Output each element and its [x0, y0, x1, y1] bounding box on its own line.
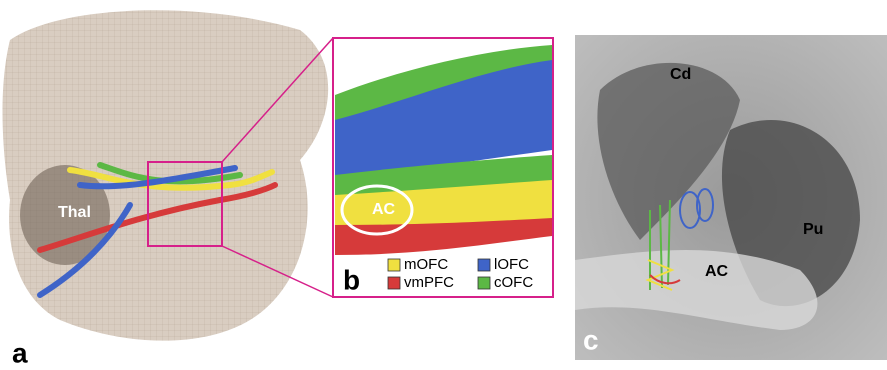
panel-label: b: [343, 264, 360, 295]
annotation: Thal: [58, 204, 91, 221]
annotation: AC: [705, 263, 729, 280]
annotation: Pu: [803, 221, 823, 238]
panel-label: c: [583, 324, 599, 355]
panel-a: Thal a: [3, 10, 334, 368]
panel-label: a: [12, 337, 28, 368]
legend-label: vmPFC: [404, 274, 454, 291]
legend-swatch: [478, 259, 490, 271]
legend-label: lOFC: [494, 256, 529, 273]
legend-label: mOFC: [404, 256, 448, 273]
legend-swatch: [388, 259, 400, 271]
figure: Thal a AC b mOFCvmPFC lOFCcOFC Cd: [0, 0, 887, 370]
annotation: Cd: [670, 66, 691, 83]
legend-label: cOFC: [494, 274, 533, 291]
legend-swatch: [478, 277, 490, 289]
panel-c: Cd Pu AC c: [575, 35, 887, 360]
annotation: AC: [372, 201, 396, 218]
legend-swatch: [388, 277, 400, 289]
